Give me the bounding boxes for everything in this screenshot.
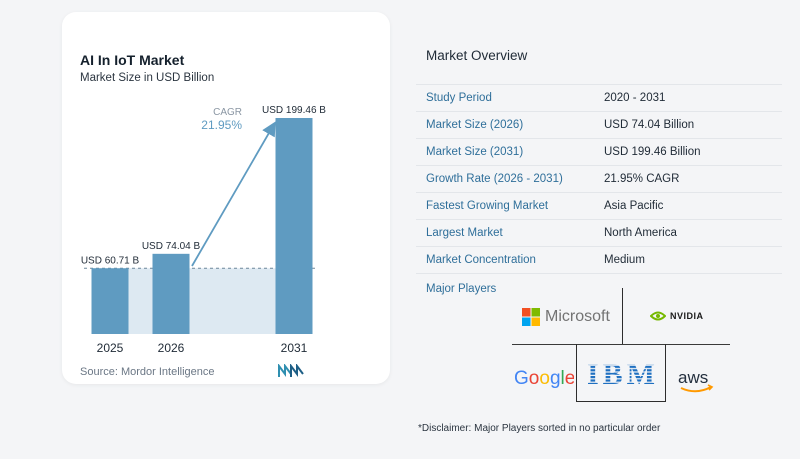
overview-row: Study Period 2020 - 2031 xyxy=(416,84,782,112)
cagr-value: 21.95% xyxy=(201,118,242,132)
grid-divider xyxy=(576,401,666,402)
players-disclaimer: *Disclaimer: Major Players sorted in no … xyxy=(418,423,661,434)
row-value: 21.95% CAGR xyxy=(604,173,680,185)
overview-row: Fastest Growing Market Asia Pacific xyxy=(416,193,782,220)
data-label-2031: USD 199.46 B xyxy=(262,105,326,116)
overview-row: Market Size (2026) USD 74.04 Billion xyxy=(416,112,782,139)
ibm-wordmark: IBM xyxy=(587,358,655,391)
overview-row: Largest Market North America xyxy=(416,220,782,247)
nvidia-eye-icon xyxy=(650,311,666,321)
microsoft-wordmark: Microsoft xyxy=(545,308,610,325)
svg-text:aws: aws xyxy=(678,368,708,387)
row-label: Study Period xyxy=(426,92,492,104)
row-label: Market Size (2031) xyxy=(426,146,524,158)
svg-text:IBM: IBM xyxy=(587,359,655,389)
row-label: Growth Rate (2026 - 2031) xyxy=(426,173,563,185)
row-label: Largest Market xyxy=(426,227,503,239)
microsoft-icon xyxy=(522,308,540,326)
svg-text:Google: Google xyxy=(514,368,574,389)
google-logo: Google xyxy=(514,366,575,395)
bar-2026 xyxy=(152,253,190,334)
major-players-title: Major Players xyxy=(426,283,497,295)
bar-2025 xyxy=(91,268,129,334)
overview-row: Market Size (2031) USD 199.46 Billion xyxy=(416,139,782,166)
row-label: Market Size (2026) xyxy=(426,119,524,131)
row-label: Market Concentration xyxy=(426,254,536,266)
google-wordmark: Google xyxy=(514,368,575,389)
chart-subtitle: Market Size in USD Billion xyxy=(80,72,215,84)
x-tick-2031: 2031 xyxy=(281,341,308,355)
grid-divider xyxy=(512,344,730,345)
overview-row: Growth Rate (2026 - 2031) 21.95% CAGR xyxy=(416,166,782,193)
cagr-label: CAGR xyxy=(213,107,242,118)
x-tick-2025: 2025 xyxy=(97,341,124,355)
data-label-2025: USD 60.71 B xyxy=(81,255,140,266)
cagr-arrow xyxy=(191,121,276,267)
aws-logo: aws xyxy=(678,368,718,401)
x-tick-2026: 2026 xyxy=(158,341,185,355)
bar-2031 xyxy=(275,118,313,334)
row-value: USD 199.46 Billion xyxy=(604,146,701,158)
nvidia-wordmark: NVIDIA xyxy=(670,311,704,321)
bar-chart: USD 60.71 B 2025 USD 74.04 B 2026 USD 199.46… xyxy=(81,105,326,355)
data-label-2026: USD 74.04 B xyxy=(142,241,201,252)
market-overview-table: Study Period 2020 - 2031 Market Size (202… xyxy=(416,84,782,274)
row-value: USD 74.04 Billion xyxy=(604,119,695,131)
row-value: 2020 - 2031 xyxy=(604,92,666,104)
row-value: Medium xyxy=(604,254,645,266)
market-overview-title: Market Overview xyxy=(426,48,528,63)
source-note: Source: Mordor Intelligence xyxy=(80,366,215,378)
chart-title: AI In IoT Market xyxy=(80,52,185,68)
microsoft-logo: Microsoft xyxy=(522,308,610,326)
grid-divider xyxy=(622,288,623,344)
aws-wordmark: aws xyxy=(678,368,714,393)
ibm-logo: IBM xyxy=(586,358,656,394)
overview-row: Market Concentration Medium xyxy=(416,247,782,274)
grid-divider xyxy=(665,344,666,402)
nvidia-logo: NVIDIA xyxy=(650,310,704,322)
row-value: Asia Pacific xyxy=(604,200,664,212)
row-label: Fastest Growing Market xyxy=(426,200,549,212)
grid-divider xyxy=(576,344,577,402)
aws-smile-icon xyxy=(680,386,712,393)
row-value: North America xyxy=(604,227,677,239)
mordor-intelligence-logo xyxy=(278,364,304,377)
